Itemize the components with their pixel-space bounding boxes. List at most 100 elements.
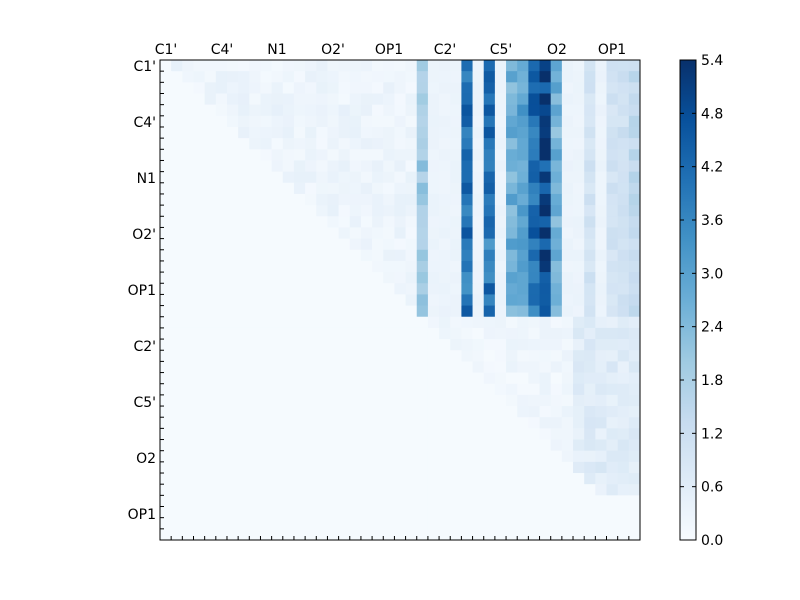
- heatmap-cell: [215, 227, 228, 239]
- y-tick-label: C1': [133, 59, 156, 75]
- heatmap-cell: [215, 439, 228, 452]
- heatmap-cell: [561, 327, 574, 340]
- heatmap-cell: [528, 294, 540, 306]
- heatmap-cell: [182, 417, 194, 429]
- heatmap-cell: [517, 305, 529, 318]
- heatmap-cell: [160, 238, 172, 251]
- heatmap-cell: [338, 193, 351, 206]
- heatmap-cell: [539, 104, 552, 117]
- heatmap-cell: [249, 283, 261, 295]
- heatmap-cell: [226, 350, 239, 362]
- heatmap-cell: [528, 372, 540, 385]
- heatmap-cell: [606, 450, 619, 463]
- heatmap-cell: [628, 372, 641, 385]
- heatmap-cell: [595, 60, 607, 72]
- heatmap-cell: [539, 473, 552, 485]
- heatmap-cell: [416, 484, 429, 496]
- heatmap-cell: [316, 82, 328, 94]
- heatmap-cell: [439, 361, 451, 373]
- heatmap-cell: [282, 417, 295, 429]
- heatmap-cell: [539, 227, 552, 239]
- heatmap-cell: [193, 216, 206, 228]
- heatmap-cell: [517, 428, 529, 440]
- heatmap-cell: [550, 149, 563, 161]
- heatmap-cell: [293, 439, 306, 452]
- heatmap-cell: [338, 339, 351, 351]
- heatmap-cell: [372, 305, 384, 318]
- heatmap-cell: [517, 93, 529, 106]
- heatmap-cell: [193, 82, 206, 94]
- heatmap-cell: [528, 283, 540, 295]
- heatmap-cell: [628, 417, 641, 429]
- heatmap-cell: [427, 406, 440, 418]
- heatmap-cell: [372, 260, 384, 273]
- heatmap-cell: [584, 417, 596, 429]
- heatmap-cell: [628, 428, 641, 440]
- plot-frame: [159, 59, 641, 541]
- heatmap-cell: [561, 93, 574, 106]
- heatmap-cell: [327, 417, 339, 429]
- heatmap-cell: [226, 327, 239, 340]
- heatmap-cell: [494, 182, 507, 195]
- heatmap-cell: [494, 171, 507, 184]
- heatmap-cell: [249, 149, 261, 161]
- heatmap-cell: [494, 517, 507, 530]
- heatmap-cell: [349, 394, 362, 407]
- heatmap-cell: [573, 71, 585, 83]
- heatmap-cell: [316, 528, 328, 541]
- heatmap-cell: [327, 249, 339, 262]
- heatmap-cell: [271, 417, 284, 429]
- heatmap-cell: [305, 193, 317, 206]
- heatmap-cell: [204, 406, 217, 418]
- heatmap-cell: [584, 216, 596, 228]
- heatmap-cell: [483, 238, 496, 251]
- colorbar-tick-label: 0.6: [701, 480, 723, 496]
- heatmap-cell: [427, 272, 440, 284]
- heatmap-cell: [472, 138, 485, 150]
- heatmap-cell: [327, 71, 339, 83]
- heatmap-cell: [349, 249, 362, 262]
- heatmap-cell: [349, 473, 362, 485]
- heatmap-cell: [595, 272, 607, 284]
- heatmap-cell: [595, 71, 607, 83]
- heatmap-cell: [405, 439, 418, 452]
- heatmap-cell: [472, 171, 485, 184]
- heatmap-cell: [606, 428, 619, 440]
- heatmap-cell: [327, 406, 339, 418]
- heatmap-cell: [316, 450, 328, 463]
- heatmap-cell: [584, 294, 596, 306]
- heatmap-cell: [193, 327, 206, 340]
- heatmap-cell: [293, 149, 306, 161]
- heatmap-cell: [405, 260, 418, 273]
- heatmap-cell: [584, 249, 596, 262]
- heatmap-cell: [238, 193, 250, 206]
- heatmap-cell: [517, 361, 529, 373]
- heatmap-cell: [383, 473, 395, 485]
- heatmap-cell: [416, 517, 429, 530]
- heatmap-cell: [338, 149, 351, 161]
- heatmap-cell: [394, 249, 406, 262]
- heatmap-cell: [550, 138, 563, 150]
- heatmap-cell: [360, 238, 373, 251]
- heatmap-cell: [494, 115, 507, 128]
- heatmap-cell: [293, 428, 306, 440]
- heatmap-cell: [472, 517, 485, 530]
- heatmap-cell: [506, 227, 518, 239]
- heatmap-cell: [606, 417, 619, 429]
- heatmap-cell: [182, 372, 194, 385]
- heatmap-cell: [238, 182, 250, 195]
- heatmap-cell: [160, 450, 172, 463]
- heatmap-cell: [450, 171, 462, 184]
- heatmap-cell: [271, 60, 284, 72]
- heatmap-cell: [595, 450, 607, 463]
- heatmap-cell: [461, 417, 473, 429]
- heatmap-cell: [338, 495, 351, 507]
- heatmap-cell: [282, 227, 295, 239]
- heatmap-cell: [617, 115, 630, 128]
- heatmap-cell: [606, 126, 619, 139]
- heatmap-cell: [494, 394, 507, 407]
- heatmap-cell: [249, 372, 261, 385]
- heatmap-cell: [617, 417, 630, 429]
- heatmap-cell: [517, 528, 529, 541]
- heatmap-cell: [372, 528, 384, 541]
